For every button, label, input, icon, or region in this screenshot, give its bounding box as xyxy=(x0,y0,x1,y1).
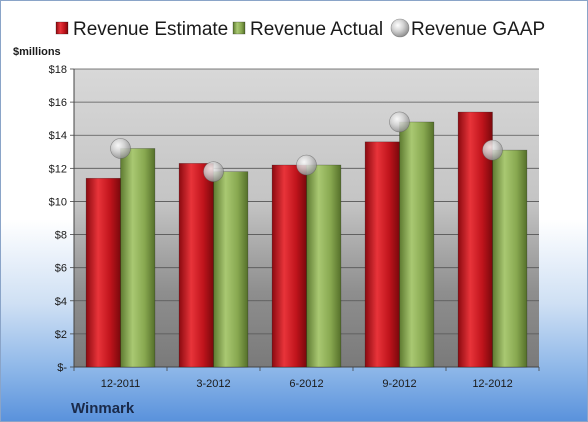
y-tick-label: $4 xyxy=(55,296,67,308)
legend-label-revenue-gaap: Revenue GAAP xyxy=(411,19,545,40)
y-tick-label: $8 xyxy=(55,230,67,242)
bar-revenue-actual xyxy=(213,171,249,368)
bar-revenue-estimate xyxy=(85,177,121,368)
y-tick-label: $12 xyxy=(49,163,67,175)
bar-revenue-actual xyxy=(492,149,528,368)
y-tick-label: $10 xyxy=(49,196,67,208)
y-tick-label: $- xyxy=(57,362,67,374)
x-tick-label: 6-2012 xyxy=(289,378,323,390)
marker-revenue-gaap xyxy=(296,154,317,176)
gaap-markers xyxy=(110,111,503,182)
y-tick-label: $16 xyxy=(49,97,67,109)
bars xyxy=(85,111,528,368)
bar-revenue-actual xyxy=(120,148,156,368)
bar-revenue-actual xyxy=(399,121,435,368)
x-axis-ticks: 12-2011 3-2012 6-2012 9-2012 12-2012 xyxy=(73,367,540,390)
legend-swatch-revenue-gaap xyxy=(390,18,410,38)
chart-legend: Revenue Estimate Revenue Actual Revenue GA… xyxy=(55,18,545,40)
x-tick-label: 12-2012 xyxy=(472,378,512,390)
company-name: Winmark xyxy=(71,400,135,417)
bar-revenue-actual xyxy=(306,164,342,368)
marker-revenue-gaap xyxy=(482,139,503,161)
y-tick-label: $14 xyxy=(49,130,67,142)
y-tick-label: $2 xyxy=(55,329,67,341)
x-tick-label: 9-2012 xyxy=(382,378,416,390)
legend-label-revenue-actual: Revenue Actual xyxy=(250,19,383,40)
legend-label-revenue-estimate: Revenue Estimate xyxy=(73,19,228,40)
marker-revenue-gaap xyxy=(203,161,224,182)
bar-revenue-estimate xyxy=(271,164,307,368)
x-tick-label: 3-2012 xyxy=(196,378,230,390)
bar-revenue-estimate xyxy=(364,141,400,368)
x-tick-label: 12-2011 xyxy=(101,378,141,390)
bar-revenue-estimate xyxy=(178,163,214,368)
y-axis-unit-label: $millions xyxy=(13,46,61,58)
marker-revenue-gaap xyxy=(110,138,131,159)
marker-revenue-gaap xyxy=(389,111,410,133)
legend-swatch-revenue-actual xyxy=(232,21,246,35)
y-tick-label: $18 xyxy=(49,64,67,76)
y-tick-label: $6 xyxy=(55,263,67,275)
legend-swatch-revenue-estimate xyxy=(55,21,69,35)
